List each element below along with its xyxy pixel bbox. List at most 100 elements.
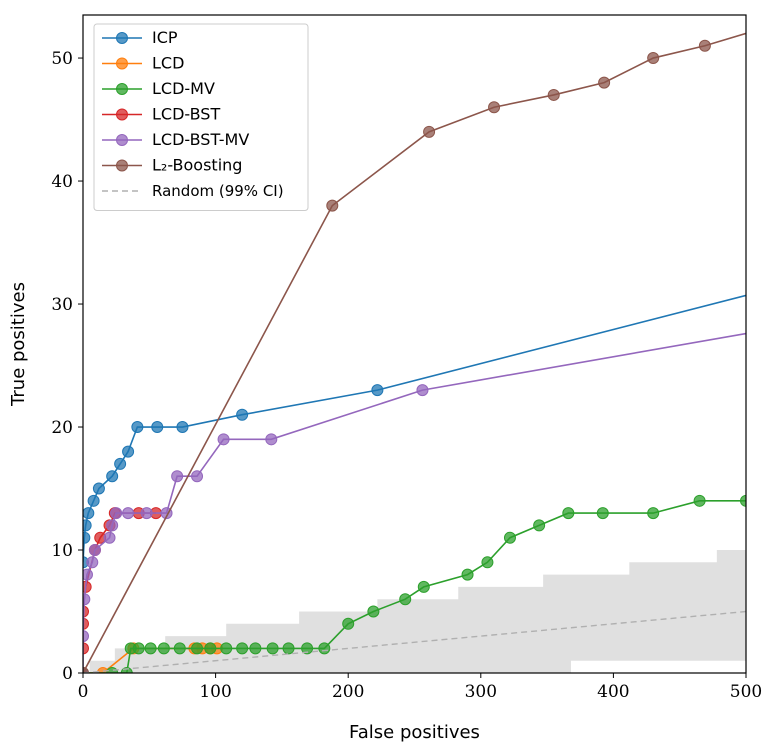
legend-swatch-marker [116, 159, 128, 172]
series-6 [83, 610, 746, 673]
x-tick-label: 500 [730, 682, 762, 702]
data-point [87, 494, 100, 507]
data-point [488, 101, 501, 114]
data-point [144, 642, 157, 655]
data-point [318, 642, 331, 655]
data-point [106, 470, 119, 483]
series-layer [83, 32, 746, 673]
data-point [83, 630, 89, 643]
series-line [83, 512, 156, 649]
data-point [647, 52, 660, 65]
legend-label: LCD-BST-MV [152, 130, 249, 149]
x-tick-label: 300 [465, 682, 497, 702]
legend-item: ICP [102, 28, 178, 47]
data-point [416, 384, 429, 397]
data-point [417, 580, 430, 593]
x-axis: 0 100 200 300 400 500 [78, 673, 762, 702]
y-tick-label: 10 [51, 541, 73, 561]
plot-frame [82, 14, 747, 674]
data-point [371, 384, 384, 397]
data-point [236, 642, 249, 655]
data-point [83, 507, 95, 520]
data-point [122, 507, 135, 520]
data-point [740, 494, 746, 507]
data-point [342, 617, 355, 630]
data-point [282, 642, 295, 655]
data-point [106, 519, 119, 532]
data-point [301, 642, 314, 655]
data-point [461, 568, 474, 581]
legend-label: ICP [152, 28, 178, 47]
data-point [83, 667, 89, 673]
legend-item: LCD-BST-MV [102, 130, 249, 149]
plot-area [83, 32, 746, 673]
data-point [249, 642, 262, 655]
legend-item: LCD [102, 54, 184, 73]
series-0 [83, 294, 746, 569]
data-point [171, 470, 184, 483]
legend-label: L₂-Boosting [152, 156, 242, 175]
data-point [83, 593, 91, 606]
data-point [399, 593, 412, 606]
legend-swatch-marker [116, 83, 128, 95]
data-point [110, 507, 123, 520]
data-point [131, 421, 144, 434]
legend-box [93, 23, 309, 211]
data-point [96, 667, 109, 673]
data-point [122, 445, 135, 458]
data-point [547, 88, 560, 101]
data-point [367, 605, 380, 618]
data-point [596, 507, 609, 520]
data-point [83, 617, 89, 630]
data-point [693, 494, 706, 507]
x-axis-title: False positives [349, 722, 480, 743]
y-tick-label: 0 [62, 664, 73, 684]
legend-swatch-marker [116, 32, 128, 44]
series-line [83, 610, 746, 673]
legend-label: Random (99% CI) [152, 182, 284, 200]
legend-item: LCD-MV [102, 79, 215, 98]
y-tick-label: 20 [51, 418, 73, 438]
data-point [698, 39, 711, 52]
data-point [503, 531, 516, 544]
data-point [533, 519, 546, 532]
legend-item: LCD-BST [102, 105, 220, 124]
legend-label: LCD-MV [152, 79, 215, 98]
data-point [114, 457, 127, 470]
data-point [83, 568, 93, 581]
data-point [106, 667, 119, 673]
data-point [266, 642, 279, 655]
legend-swatch-marker [116, 134, 128, 146]
data-point [151, 421, 164, 434]
data-point [191, 642, 204, 655]
data-point [86, 556, 99, 569]
legend-item: Random (99% CI) [102, 182, 284, 200]
y-axis: 0 10 20 30 40 50 [51, 49, 83, 684]
confidence-band [83, 550, 746, 673]
data-point [204, 642, 217, 655]
series-4 [83, 332, 746, 673]
x-tick-label: 100 [199, 682, 231, 702]
data-point [157, 642, 170, 655]
data-point [562, 507, 575, 520]
y-tick-label: 30 [51, 295, 73, 315]
data-point [103, 531, 116, 544]
data-point [326, 199, 339, 212]
x-tick-label: 400 [597, 682, 629, 702]
data-point [140, 507, 153, 520]
x-tick-label: 200 [332, 682, 364, 702]
data-point [92, 482, 105, 495]
data-point [132, 642, 145, 655]
data-point [220, 642, 233, 655]
data-point [236, 408, 249, 421]
y-tick-label: 40 [51, 172, 73, 192]
data-point [83, 519, 92, 532]
series-3 [83, 507, 162, 655]
data-point [481, 556, 494, 569]
legend-label: LCD-BST [152, 105, 220, 124]
y-axis-title: True positives [8, 282, 29, 407]
data-point [83, 531, 91, 544]
data-point [423, 125, 436, 138]
legend-item: L₂-Boosting [102, 156, 242, 175]
